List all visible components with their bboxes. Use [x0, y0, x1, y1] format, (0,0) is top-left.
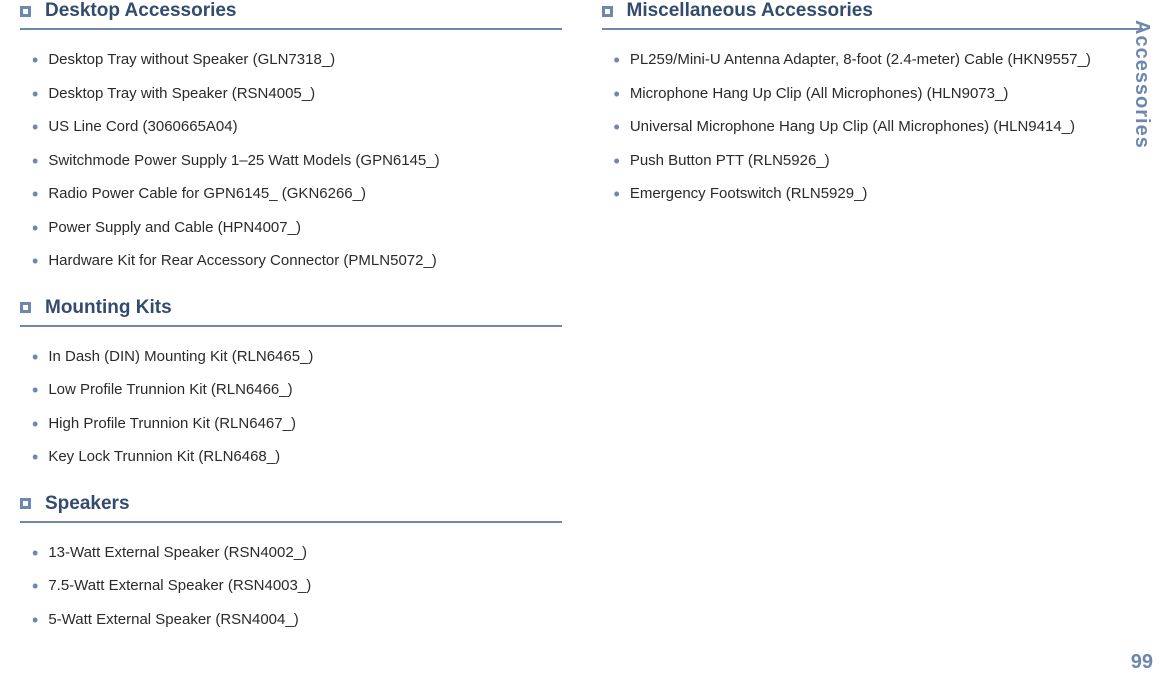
mounting-kits-list: • In Dash (DIN) Mounting Kit (RLN6465_) •… — [20, 347, 562, 467]
list-item: • Radio Power Cable for GPN6145_ (GKN6266… — [32, 184, 562, 204]
section-header-speakers: Speakers — [20, 493, 562, 515]
list-item-text: Low Profile Trunnion Kit (RLN6466_) — [48, 380, 292, 400]
list-item-text: US Line Cord (3060665A04) — [48, 117, 237, 137]
section-header-mounting: Mounting Kits — [20, 297, 562, 319]
bullet-icon: • — [32, 577, 38, 595]
page-container: Desktop Accessories • Desktop Tray withou… — [0, 0, 1163, 688]
list-item: • Desktop Tray with Speaker (RSN4005_) — [32, 84, 562, 104]
bullet-icon: • — [32, 381, 38, 399]
section-divider — [20, 28, 562, 30]
section-title: Desktop Accessories — [45, 0, 237, 22]
list-item-text: Switchmode Power Supply 1–25 Watt Models… — [48, 151, 439, 171]
list-item: • Universal Microphone Hang Up Clip (All … — [614, 117, 1144, 137]
list-item: • High Profile Trunnion Kit (RLN6467_) — [32, 414, 562, 434]
bullet-icon: • — [32, 219, 38, 237]
bullet-icon: • — [32, 118, 38, 136]
right-column: Miscellaneous Accessories • PL259/Mini-U … — [592, 0, 1144, 688]
list-item: • Desktop Tray without Speaker (GLN7318_) — [32, 50, 562, 70]
section-divider — [20, 521, 562, 523]
bullet-icon: • — [32, 152, 38, 170]
list-item: • 13-Watt External Speaker (RSN4002_) — [32, 543, 562, 563]
section-marker-icon — [20, 302, 31, 313]
section-divider — [602, 28, 1144, 30]
bullet-icon: • — [32, 252, 38, 270]
list-item: • Microphone Hang Up Clip (All Microphone… — [614, 84, 1144, 104]
list-item-text: Desktop Tray without Speaker (GLN7318_) — [48, 50, 335, 70]
section-marker-icon — [602, 6, 613, 17]
page-number: 99 — [1131, 651, 1153, 674]
section-marker-icon — [20, 6, 31, 17]
list-item: • PL259/Mini-U Antenna Adapter, 8-foot (2… — [614, 50, 1144, 70]
list-item-text: 5-Watt External Speaker (RSN4004_) — [48, 610, 298, 630]
list-item-text: In Dash (DIN) Mounting Kit (RLN6465_) — [48, 347, 313, 367]
section-header-misc: Miscellaneous Accessories — [602, 0, 1144, 22]
misc-accessories-list: • PL259/Mini-U Antenna Adapter, 8-foot (2… — [602, 50, 1144, 204]
left-column: Desktop Accessories • Desktop Tray withou… — [20, 0, 592, 688]
list-item-text: 13-Watt External Speaker (RSN4002_) — [48, 543, 307, 563]
bullet-icon: • — [614, 185, 620, 203]
list-item: • US Line Cord (3060665A04) — [32, 117, 562, 137]
section-title: Miscellaneous Accessories — [627, 0, 873, 22]
list-item: • Hardware Kit for Rear Accessory Connect… — [32, 251, 562, 271]
section-divider — [20, 325, 562, 327]
bullet-icon: • — [614, 118, 620, 136]
section-title: Mounting Kits — [45, 297, 172, 319]
bullet-icon: • — [614, 152, 620, 170]
list-item-text: PL259/Mini-U Antenna Adapter, 8-foot (2.… — [630, 50, 1091, 70]
list-item-text: Universal Microphone Hang Up Clip (All M… — [630, 117, 1075, 137]
list-item-text: Push Button PTT (RLN5926_) — [630, 151, 830, 171]
section-marker-icon — [20, 498, 31, 509]
list-item: • Low Profile Trunnion Kit (RLN6466_) — [32, 380, 562, 400]
bullet-icon: • — [32, 348, 38, 366]
section-header-desktop: Desktop Accessories — [20, 0, 562, 22]
list-item-text: High Profile Trunnion Kit (RLN6467_) — [48, 414, 296, 434]
list-item-text: Microphone Hang Up Clip (All Microphones… — [630, 84, 1009, 104]
list-item: • 7.5-Watt External Speaker (RSN4003_) — [32, 576, 562, 596]
bullet-icon: • — [32, 415, 38, 433]
list-item-text: Key Lock Trunnion Kit (RLN6468_) — [48, 447, 280, 467]
list-item: • Emergency Footswitch (RLN5929_) — [614, 184, 1144, 204]
list-item: • Key Lock Trunnion Kit (RLN6468_) — [32, 447, 562, 467]
desktop-accessories-list: • Desktop Tray without Speaker (GLN7318_)… — [20, 50, 562, 271]
bullet-icon: • — [32, 611, 38, 629]
bullet-icon: • — [32, 51, 38, 69]
speakers-list: • 13-Watt External Speaker (RSN4002_) • 7.… — [20, 543, 562, 630]
list-item: • 5-Watt External Speaker (RSN4004_) — [32, 610, 562, 630]
list-item-text: 7.5-Watt External Speaker (RSN4003_) — [48, 576, 311, 596]
bullet-icon: • — [614, 51, 620, 69]
bullet-icon: • — [32, 448, 38, 466]
list-item: • Push Button PTT (RLN5926_) — [614, 151, 1144, 171]
list-item: • In Dash (DIN) Mounting Kit (RLN6465_) — [32, 347, 562, 367]
sidebar-section-label: Accessories — [1130, 20, 1153, 149]
list-item-text: Emergency Footswitch (RLN5929_) — [630, 184, 868, 204]
bullet-icon: • — [32, 85, 38, 103]
list-item: • Power Supply and Cable (HPN4007_) — [32, 218, 562, 238]
bullet-icon: • — [32, 185, 38, 203]
bullet-icon: • — [614, 85, 620, 103]
list-item-text: Radio Power Cable for GPN6145_ (GKN6266_… — [48, 184, 366, 204]
list-item: • Switchmode Power Supply 1–25 Watt Model… — [32, 151, 562, 171]
section-title: Speakers — [45, 493, 130, 515]
list-item-text: Hardware Kit for Rear Accessory Connecto… — [48, 251, 437, 271]
bullet-icon: • — [32, 544, 38, 562]
list-item-text: Desktop Tray with Speaker (RSN4005_) — [48, 84, 315, 104]
list-item-text: Power Supply and Cable (HPN4007_) — [48, 218, 301, 238]
